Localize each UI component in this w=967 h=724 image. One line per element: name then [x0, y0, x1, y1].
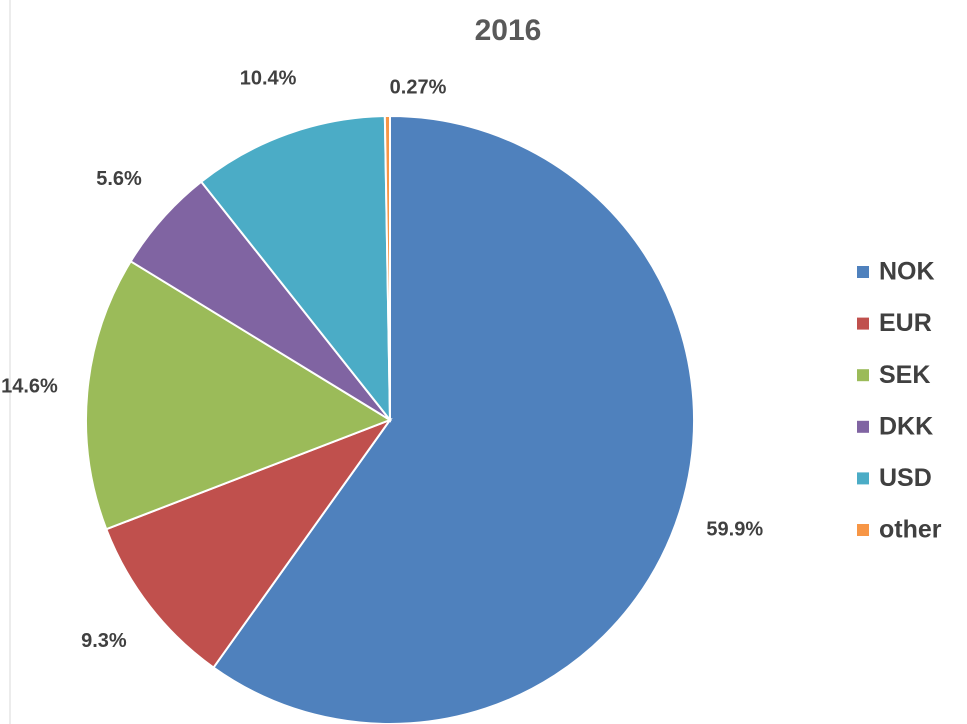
legend-swatch	[857, 472, 869, 485]
data-label: 59.9%	[706, 519, 763, 541]
pie-slice	[212, 114, 695, 724]
data-label: 14.6%	[1, 375, 58, 397]
legend-label: USD	[879, 464, 932, 492]
pie-slice	[105, 417, 393, 669]
legend-swatch	[857, 420, 869, 433]
pie-slice	[383, 114, 391, 421]
legend-label: NOK	[879, 258, 935, 286]
pie-slice	[85, 259, 393, 531]
legend-label: EUR	[879, 309, 932, 337]
legend-label: other	[879, 516, 942, 544]
data-label: 0.27%	[390, 76, 447, 98]
legend-swatch	[857, 266, 869, 278]
legend-label: DKK	[879, 412, 933, 440]
pie-slice	[199, 115, 392, 423]
data-label: 10.4%	[240, 67, 297, 89]
legend-swatch	[857, 524, 869, 536]
legend-swatch	[857, 369, 869, 382]
data-label: 9.3%	[81, 630, 127, 652]
data-label: 5.6%	[96, 168, 142, 190]
chart-title: 2016	[475, 14, 542, 47]
legend-swatch	[857, 317, 869, 330]
legend-label: SEK	[879, 361, 930, 389]
